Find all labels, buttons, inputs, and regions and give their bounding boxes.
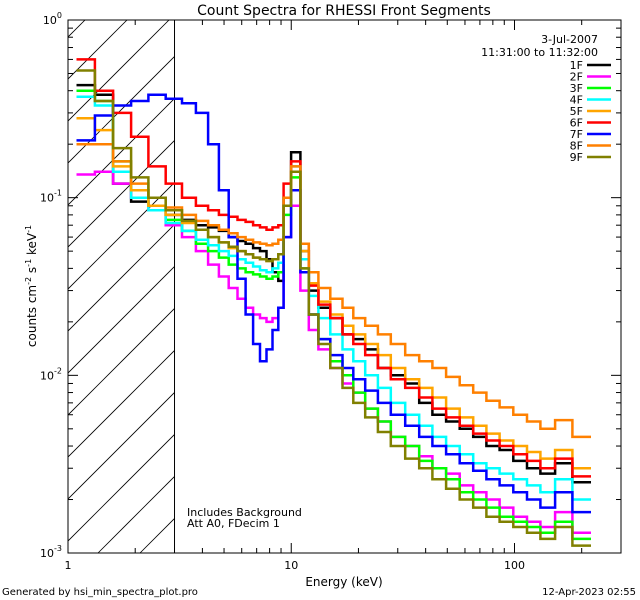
hatch-line (68, 433, 175, 542)
observation-date: 3-Jul-2007 (541, 33, 598, 46)
hatch-line (68, 20, 170, 122)
hatch-line (68, 391, 175, 500)
hatch-line (266, 0, 640, 553)
legend-label-8f: 8F (570, 140, 583, 153)
legend-label-2f: 2F (570, 71, 583, 84)
hatch-line (68, 265, 175, 374)
x-tick-label: 100 (504, 559, 525, 572)
hatch-line (0, 0, 110, 553)
legend-label-1f: 1F (570, 59, 583, 72)
x-tick-label: 10 (284, 559, 298, 572)
y-axis-label: counts cm-2 s-1 keV-1 (24, 225, 39, 347)
series-line-1f (76, 83, 591, 484)
legend-label-5f: 5F (570, 105, 583, 118)
hatch-line (68, 349, 175, 458)
legend-label-6f: 6F (570, 117, 583, 130)
x-axis-label: Energy (keV) (305, 575, 382, 589)
generated-by-label: Generated by hsi_min_spectra_plot.pro (2, 587, 198, 598)
observation-time-range: 11:31:00 to 11:32:00 (481, 46, 598, 59)
y-tick-label: 10-2 (40, 366, 62, 382)
series-line-8f (76, 142, 591, 439)
plot-frame (67, 19, 622, 554)
attenuator-hatch-region (0, 0, 640, 553)
y-tick-label: 10-1 (40, 189, 62, 205)
hatch-line (68, 20, 128, 80)
legend-label-3f: 3F (570, 82, 583, 95)
hatch-line (68, 223, 175, 332)
y-tick-label: 10-3 (40, 544, 62, 560)
hatch-line (68, 181, 175, 290)
hatch-line (68, 20, 86, 38)
legend-label-7f: 7F (570, 128, 583, 141)
annotation-background: Includes Background (187, 506, 302, 519)
hatch-line (97, 475, 175, 553)
series-line-9f (76, 69, 591, 547)
generation-timestamp: 12-Apr-2023 02:55 (542, 587, 636, 598)
chart-title: Count Spectra for RHESSI Front Segments (197, 3, 491, 19)
x-tick-label: 1 (65, 559, 72, 572)
hatch-line (139, 517, 175, 553)
legend-label-4f: 4F (570, 94, 583, 107)
y-tick-label: 100 (43, 11, 62, 27)
annotation-attenuator: Att A0, FDecim 1 (187, 517, 280, 530)
legend-label-9f: 9F (570, 151, 583, 164)
